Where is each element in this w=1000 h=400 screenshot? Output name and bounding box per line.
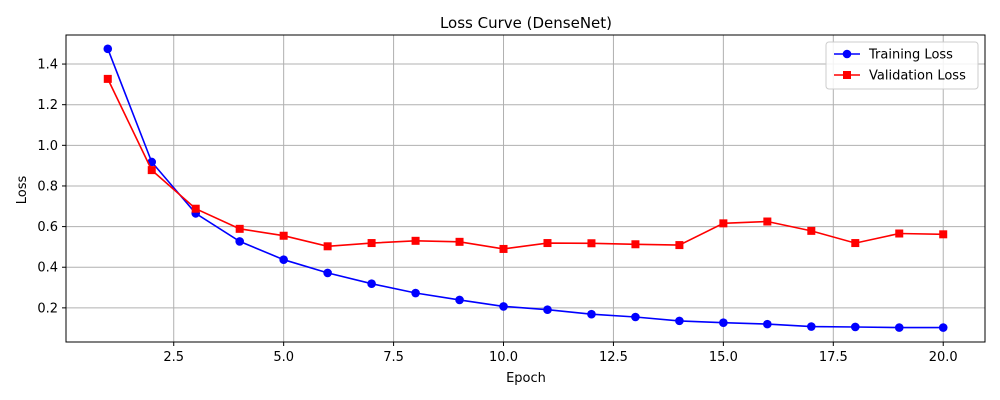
data-point [323,242,332,251]
data-point [103,74,112,83]
x-tick-label: 15.0 [709,350,738,365]
x-tick-label: 7.5 [383,350,404,365]
data-point [411,236,420,245]
legend-label: Validation Loss [869,69,966,84]
x-tick-label: 5.0 [273,350,294,365]
x-axis-label: Epoch [506,371,546,386]
series-line [107,78,944,250]
y-axis: 0.2 0.4 0.6 0.8 1.0 1.2 1.4 [37,58,66,316]
data-point [367,239,376,248]
x-tick-label: 20.0 [929,350,958,365]
data-point [147,166,156,175]
legend-box [825,41,979,90]
y-axis-label: Loss [15,176,30,205]
legend-entry: Training Loss [834,48,953,63]
data-point [719,219,728,228]
data-point [543,239,552,248]
data-point [895,229,904,238]
data-point [938,323,948,332]
chart-title: Loss Curve (DenseNet) [440,14,612,32]
legend-marker [842,49,852,59]
data-point [631,240,640,249]
data-point [675,316,684,326]
y-tick-label: 0.2 [37,301,58,316]
data-point [850,322,860,332]
data-point [807,226,816,235]
data-point [763,319,772,329]
x-tick-label: 10.0 [489,350,518,365]
x-tick-label: 12.5 [599,350,628,365]
data-point [939,230,948,239]
data-point [191,204,200,213]
data-point [851,239,860,248]
data-point [719,318,728,327]
legend: Training Loss Validation Loss [825,41,979,90]
legend-label: Training Loss [868,48,953,63]
data-point [367,279,376,288]
series-line [107,48,944,329]
data-point [675,241,684,250]
data-point [499,244,508,253]
y-tick-label: 1.0 [37,139,58,154]
y-tick-label: 1.2 [37,98,58,113]
data-point [807,322,816,331]
x-tick-label: 17.5 [819,350,848,365]
data-point [279,231,288,240]
x-tick-label: 2.5 [163,350,184,365]
data-point [499,302,508,311]
data-point [235,224,244,233]
data-point [763,217,772,226]
data-point [235,237,244,246]
data-point [587,309,596,319]
data-point [279,255,288,265]
data-point [411,288,420,298]
x-axis: 2.5 5.0 7.5 10.0 12.5 15.0 17.5 20.0 [163,342,958,365]
y-tick-label: 1.4 [37,58,58,73]
plot-frame [65,34,986,343]
legend-marker [843,71,851,79]
data-point [543,305,552,314]
data-point [894,323,904,332]
data-point [455,295,464,305]
data-point [631,312,640,322]
legend-entry: Validation Loss [834,69,966,84]
data-point [103,44,113,54]
y-tick-label: 0.6 [37,220,58,235]
y-tick-label: 0.8 [37,179,58,194]
data-point [587,239,596,248]
data-point [323,268,332,278]
series-validation-loss [103,74,948,253]
y-tick-label: 0.4 [37,261,58,276]
series-layer [103,44,948,332]
data-point [455,237,464,246]
